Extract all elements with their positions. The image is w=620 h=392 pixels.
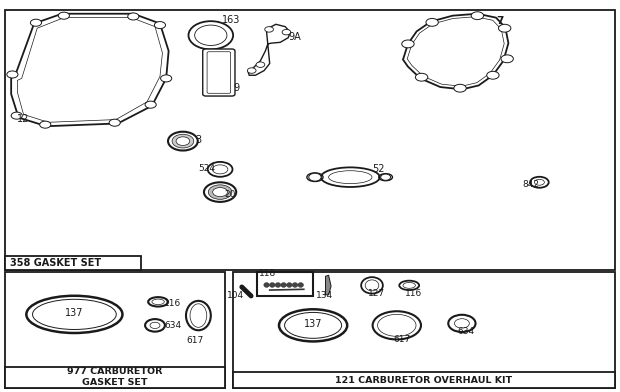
Circle shape [309, 173, 321, 181]
Circle shape [415, 73, 428, 81]
Text: 634: 634 [458, 327, 475, 336]
Text: 617: 617 [394, 335, 411, 344]
Ellipse shape [213, 187, 228, 197]
Circle shape [265, 27, 273, 32]
Circle shape [161, 75, 172, 82]
FancyBboxPatch shape [5, 272, 225, 388]
Text: 116: 116 [164, 299, 182, 308]
Ellipse shape [286, 283, 292, 287]
FancyBboxPatch shape [203, 49, 235, 96]
Text: 20: 20 [224, 190, 236, 199]
Text: 358 GASKET SET: 358 GASKET SET [10, 258, 101, 268]
Text: 7: 7 [496, 16, 503, 25]
Circle shape [247, 68, 256, 73]
Text: 116: 116 [405, 289, 422, 298]
Text: 12: 12 [17, 114, 30, 123]
Circle shape [145, 101, 156, 108]
Circle shape [40, 121, 51, 128]
Circle shape [30, 19, 42, 26]
Circle shape [501, 55, 513, 63]
Text: 104: 104 [227, 291, 244, 300]
Text: 134: 134 [316, 291, 334, 300]
FancyBboxPatch shape [232, 272, 615, 388]
Text: 118: 118 [259, 269, 277, 278]
Text: eReplacementParts.com: eReplacementParts.com [242, 183, 378, 193]
Text: 617: 617 [187, 336, 204, 345]
Circle shape [11, 112, 22, 119]
Circle shape [154, 22, 166, 29]
Text: 9A: 9A [288, 32, 301, 42]
FancyBboxPatch shape [232, 372, 615, 388]
Circle shape [454, 84, 466, 92]
Text: 9: 9 [234, 83, 240, 93]
Text: 634: 634 [164, 321, 182, 330]
Ellipse shape [264, 283, 270, 287]
Circle shape [471, 12, 484, 20]
Circle shape [426, 18, 438, 26]
Circle shape [109, 119, 120, 126]
Text: 121 CARBURETOR OVERHAUL KIT: 121 CARBURETOR OVERHAUL KIT [335, 376, 512, 385]
Text: 163: 163 [222, 15, 241, 25]
Circle shape [402, 40, 414, 48]
Ellipse shape [275, 283, 281, 287]
FancyBboxPatch shape [5, 10, 615, 270]
Polygon shape [326, 275, 331, 295]
Circle shape [282, 29, 291, 35]
Text: 3: 3 [195, 135, 202, 145]
Text: 977 CARBURETOR
GASKET SET: 977 CARBURETOR GASKET SET [68, 367, 162, 387]
Text: 137: 137 [65, 309, 84, 318]
Ellipse shape [281, 283, 286, 287]
Circle shape [498, 24, 511, 32]
FancyBboxPatch shape [5, 256, 141, 270]
Text: 52: 52 [372, 165, 384, 174]
FancyBboxPatch shape [207, 52, 231, 93]
Text: 137: 137 [304, 319, 322, 329]
Text: 524: 524 [198, 163, 215, 172]
Ellipse shape [172, 134, 193, 148]
Ellipse shape [176, 137, 190, 145]
Circle shape [58, 12, 69, 19]
Circle shape [381, 174, 391, 180]
Ellipse shape [270, 283, 275, 287]
Text: 842: 842 [523, 180, 539, 189]
Text: 127: 127 [368, 289, 385, 298]
Circle shape [487, 71, 499, 79]
Circle shape [256, 62, 265, 67]
Circle shape [128, 13, 139, 20]
FancyBboxPatch shape [257, 272, 313, 296]
Ellipse shape [298, 283, 304, 287]
Ellipse shape [208, 185, 232, 199]
Ellipse shape [292, 283, 298, 287]
FancyBboxPatch shape [5, 367, 225, 388]
Circle shape [7, 71, 18, 78]
